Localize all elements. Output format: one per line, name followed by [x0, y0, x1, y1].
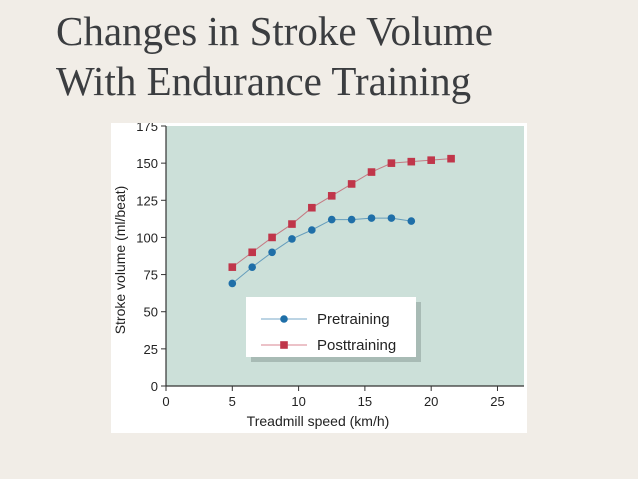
legend-posttraining-marker	[280, 341, 288, 349]
posttraining-point	[387, 159, 396, 167]
pretraining-point	[367, 214, 376, 222]
posttraining-point	[427, 156, 435, 164]
legend-pretraining-label: Pretraining	[317, 311, 390, 328]
pretraining-point	[228, 279, 237, 288]
x-tick-label: 25	[490, 394, 504, 409]
pretraining-point	[248, 263, 256, 271]
slide-title-line-1: Changes in Stroke Volume	[56, 8, 493, 54]
posttraining-point	[447, 154, 455, 163]
pretraining-point	[268, 248, 276, 257]
slide-title-line-2: With Endurance Training	[56, 58, 472, 104]
pretraining-point	[407, 217, 416, 225]
posttraining-point	[288, 220, 296, 228]
posttraining-point	[268, 233, 276, 242]
x-tick-label: 0	[162, 394, 169, 409]
legend-pretraining-marker	[280, 315, 288, 323]
y-tick-label: 175	[136, 123, 158, 134]
slide-title: Changes in Stroke Volume With Endurance …	[56, 6, 616, 106]
y-tick-label: 150	[136, 156, 158, 171]
pretraining-line	[231, 217, 412, 284]
y-axis-label: Stroke volume (ml/beat)	[112, 186, 128, 335]
x-tick-label: 15	[358, 394, 372, 409]
figure-panel: 0 25 50 75 100 125 150 175 0 5 10 15 20 25 Pretrainin…	[111, 123, 527, 433]
posttraining-point	[347, 180, 356, 188]
y-tick-label: 25	[144, 342, 158, 357]
legend: Pretraining Posttraining	[246, 297, 421, 362]
posttraining-point	[367, 168, 376, 176]
x-tick-label: 10	[291, 394, 305, 409]
x-tick-label: 20	[424, 394, 438, 409]
y-tick-label: 50	[144, 305, 158, 320]
posttraining-point	[228, 263, 237, 271]
y-tick-label: 0	[151, 379, 158, 394]
posttraining-point	[407, 157, 416, 166]
y-tick-label: 75	[144, 268, 158, 283]
pretraining-point	[327, 215, 336, 224]
y-tick-label: 100	[136, 230, 158, 245]
series-layer	[228, 154, 455, 288]
x-tick-label: 5	[229, 394, 236, 409]
legend-box	[246, 297, 416, 357]
legend-posttraining-label: Posttraining	[317, 337, 396, 354]
pretraining-point	[308, 226, 316, 234]
posttraining-point	[327, 192, 336, 200]
axes: 0 25 50 75 100 125 150 175 0 5 10 15 20 25	[136, 123, 524, 409]
y-tick-label: 125	[136, 193, 158, 208]
posttraining-point	[308, 203, 316, 212]
posttraining-point	[248, 248, 256, 257]
stroke-volume-chart: 0 25 50 75 100 125 150 175 0 5 10 15 20 25 Pretrainin…	[112, 123, 524, 429]
x-axis-label: Treadmill speed (km/h)	[247, 413, 390, 429]
pretraining-point	[288, 235, 296, 243]
pretraining-point	[387, 214, 396, 222]
pretraining-point	[347, 215, 356, 224]
